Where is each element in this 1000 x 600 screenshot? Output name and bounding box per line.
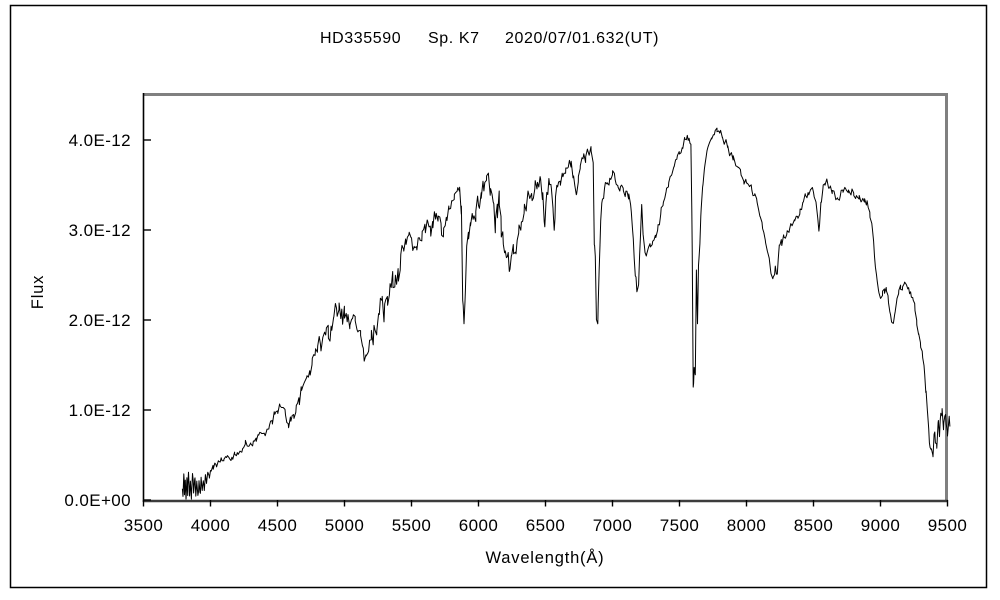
y-tick-label: 2.0E-12	[69, 311, 131, 330]
y-tick-label: 1.0E-12	[69, 401, 131, 420]
y-tick-label: 3.0E-12	[69, 221, 131, 240]
x-tick-label: 4500	[258, 516, 297, 535]
x-tick-label: 3500	[124, 516, 163, 535]
x-ticks	[142, 500, 949, 507]
y-tick-label: 0.0E+00	[64, 491, 131, 510]
spectrum-line	[181, 127, 951, 500]
y-tick-labels: 0.0E+00 1.0E-12 2.0E-12 3.0E-12 4.0E-12	[64, 131, 131, 510]
x-tick-label: 7500	[660, 516, 699, 535]
chart-title-star: HD335590	[320, 30, 401, 47]
x-tick-label: 8000	[727, 516, 766, 535]
spectrum-curve	[181, 127, 951, 500]
x-axis-title: Wavelength(Å)	[486, 548, 605, 567]
chart-title-sptype: Sp. K7	[428, 30, 480, 47]
y-ticks	[143, 139, 151, 501]
outer-border	[9, 4, 988, 589]
x-tick-label: 4000	[191, 516, 230, 535]
x-tick-labels: 3500 4000 4500 5000 5500 6000 6500 7000 7500 8000…	[124, 516, 967, 535]
y-axis-title: Flux	[29, 275, 47, 309]
x-tick-label: 9000	[861, 516, 900, 535]
chart-title-date: 2020/07/01.632(UT)	[505, 30, 659, 47]
y-tick-label: 4.0E-12	[69, 131, 131, 150]
x-tick-label: 9500	[928, 516, 967, 535]
x-tick-label: 6500	[526, 516, 565, 535]
x-tick-label: 8500	[794, 516, 833, 535]
x-tick-label: 5000	[325, 516, 364, 535]
x-tick-label: 6000	[459, 516, 498, 535]
x-tick-label: 5500	[392, 516, 431, 535]
x-tick-label: 7000	[593, 516, 632, 535]
